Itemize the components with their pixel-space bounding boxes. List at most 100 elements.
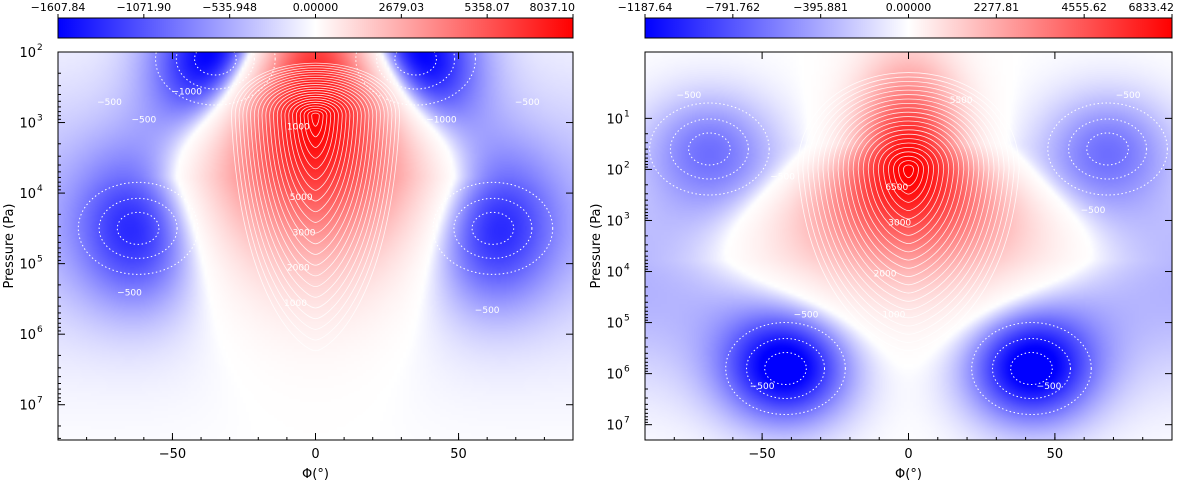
contour-jet	[276, 91, 355, 223]
contour-retrograde	[1086, 132, 1129, 166]
contour-label: 1000	[287, 123, 310, 133]
y-tick-exponent: 2	[624, 160, 630, 170]
contour-jet	[903, 164, 914, 179]
contour-jet	[812, 85, 1005, 327]
contour-label: −500	[97, 98, 122, 108]
y-tick-label: 10	[606, 214, 623, 229]
contour-jet	[852, 120, 965, 261]
contour-retrograde	[649, 102, 770, 196]
y-tick-label: 10	[606, 112, 623, 127]
y-tick-exponent: 4	[37, 184, 43, 194]
colorbar-tick-label: 5358.07	[464, 1, 510, 14]
contour-label: 1000	[284, 299, 307, 309]
contour-lines	[77, 52, 554, 352]
colorbar-tick-label: −1071.90	[116, 1, 171, 14]
contour-jet	[234, 65, 397, 341]
contour-retrograde	[1068, 118, 1148, 180]
y-tick-label: 10	[19, 187, 36, 202]
colorbar-tick-label: 2679.03	[379, 1, 425, 14]
y-tick-label: 10	[19, 46, 36, 61]
x-tick-label: −50	[748, 447, 775, 462]
contour-jet	[230, 62, 401, 352]
y-tick-label: 10	[19, 258, 36, 273]
contour-label: −500	[515, 98, 540, 108]
y-tick-exponent: 3	[37, 114, 43, 124]
contour-jet	[295, 103, 336, 170]
y-tick-exponent: 5	[624, 314, 630, 324]
contour-retrograde	[688, 132, 731, 166]
contour-jet	[246, 72, 385, 309]
y-tick-label: 10	[606, 163, 623, 178]
colorbar-tick-label: 2277.81	[974, 1, 1020, 14]
contour-label: −500	[117, 288, 142, 298]
contour-jet	[807, 81, 1010, 335]
contour-retrograde	[355, 52, 476, 106]
contour-label: −500	[1081, 206, 1106, 216]
x-tick-label: 0	[311, 447, 319, 462]
colorbar-tick-label: −1607.84	[31, 1, 86, 14]
contour-jet	[303, 107, 328, 148]
contour-label: −500	[794, 310, 819, 320]
contour-label: 5500	[950, 96, 973, 106]
x-axis-label: Φ(°)	[302, 467, 329, 482]
contour-jet	[299, 105, 332, 159]
contour-retrograde	[471, 211, 515, 245]
y-tick-label: 10	[606, 266, 623, 281]
y-tick-exponent: 6	[624, 365, 630, 375]
colorbar-tick-label: −395.881	[793, 1, 848, 14]
contour-label: 3000	[888, 219, 911, 229]
colorbar-tick-label: 6833.42	[1129, 1, 1175, 14]
y-tick-exponent: 5	[37, 255, 43, 265]
contour-label: −500	[475, 306, 500, 316]
contour-jet	[877, 142, 940, 220]
y-tick-label: 10	[19, 117, 36, 132]
y-tick-exponent: 7	[37, 396, 43, 406]
contour-jet	[265, 84, 366, 255]
contour-lines	[649, 72, 1168, 416]
y-axis-label: Pressure (Pa)	[2, 203, 17, 288]
contour-jet	[827, 98, 990, 302]
x-tick-label: −50	[159, 447, 186, 462]
contour-retrograde	[725, 322, 846, 416]
contour-jet	[257, 79, 374, 277]
colorbar-tick-label: 4555.62	[1061, 1, 1107, 14]
contour-jet	[882, 147, 935, 212]
contour-retrograde	[194, 52, 237, 76]
y-tick-label: 10	[606, 419, 623, 434]
y-tick-exponent: 1	[624, 109, 630, 119]
y-tick-exponent: 3	[624, 211, 630, 221]
contour-label: −500	[1116, 91, 1141, 101]
contour-jet	[822, 94, 995, 310]
contour-label: 6500	[885, 183, 908, 193]
contour-jet	[253, 77, 378, 287]
colorbar-tick-label: 0.00000	[293, 1, 339, 14]
contour-retrograde	[971, 322, 1092, 416]
contour-jet	[311, 112, 320, 127]
contour-label: −1000	[426, 116, 457, 126]
contour-label: −500	[750, 382, 775, 392]
contour-jet	[857, 125, 960, 253]
contour-label: −500	[1037, 382, 1062, 392]
y-tick-label: 10	[19, 399, 36, 414]
contour-retrograde	[764, 352, 807, 386]
colorbar	[57, 17, 574, 39]
y-tick-exponent: 7	[624, 416, 630, 426]
y-tick-exponent: 2	[37, 43, 43, 53]
contour-retrograde	[155, 52, 276, 106]
x-tick-label: 50	[1047, 447, 1064, 462]
contour-label: −500	[770, 173, 795, 183]
contour-jet	[867, 133, 950, 236]
y-tick-label: 10	[606, 368, 623, 383]
contour-label: 3000	[293, 228, 316, 238]
contour-retrograde	[77, 181, 199, 275]
y-tick-label: 10	[19, 328, 36, 343]
contour-retrograde	[376, 52, 456, 90]
contour-label: 5000	[290, 193, 313, 203]
heatmap-field	[645, 52, 1172, 440]
contour-jet	[797, 72, 1020, 352]
contour-retrograde	[394, 52, 437, 76]
contour-label: −500	[131, 116, 156, 126]
contour-jet	[842, 111, 975, 277]
contour-jet	[273, 89, 358, 234]
